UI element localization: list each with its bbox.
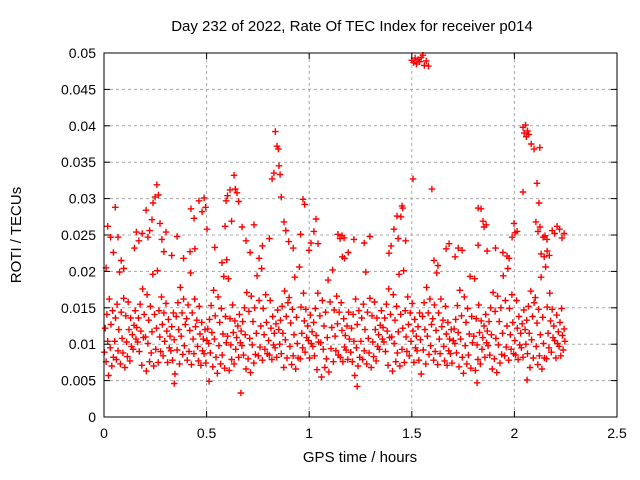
y-tick-label: 0.05 bbox=[69, 45, 96, 61]
y-tick-label: 0.015 bbox=[61, 300, 96, 316]
y-tick-label: 0.01 bbox=[69, 336, 96, 352]
y-tick-label: 0 bbox=[88, 409, 96, 425]
y-tick-label: 0.02 bbox=[69, 263, 96, 279]
x-tick-label: 0.5 bbox=[197, 425, 217, 441]
x-tick-label: 1 bbox=[305, 425, 313, 441]
x-axis-label: GPS time / hours bbox=[303, 449, 417, 466]
y-tick-label: 0.03 bbox=[69, 191, 96, 207]
y-tick-label: 0.025 bbox=[61, 227, 96, 243]
axis-tick-labels: 0 0.5 1 1.5 2 2.5 0 0.005 0.01 0.015 0.02 0.025 0.03… bbox=[61, 45, 627, 441]
y-tick-label: 0.04 bbox=[69, 118, 96, 134]
x-tick-label: 2.5 bbox=[607, 425, 627, 441]
axis-ticks bbox=[103, 52, 618, 418]
chart-title: Day 232 of 2022, Rate Of TEC Index for r… bbox=[171, 18, 533, 35]
y-axis-label: ROTI / TECUs bbox=[8, 187, 25, 283]
x-tick-label: 0 bbox=[100, 425, 108, 441]
y-tick-label: 0.045 bbox=[61, 81, 96, 97]
x-tick-label: 2 bbox=[511, 425, 519, 441]
y-tick-label: 0.005 bbox=[61, 373, 96, 389]
x-tick-label: 1.5 bbox=[402, 425, 422, 441]
y-tick-label: 0.035 bbox=[61, 154, 96, 170]
